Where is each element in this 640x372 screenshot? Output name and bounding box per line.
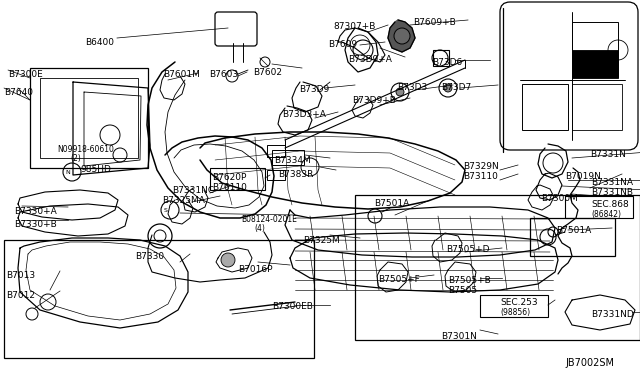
Bar xyxy=(572,50,618,78)
Text: B7325MA: B7325MA xyxy=(162,196,205,205)
Text: B7325M: B7325M xyxy=(303,236,340,245)
Text: (2): (2) xyxy=(70,154,81,163)
Text: B7019N: B7019N xyxy=(565,172,601,181)
Circle shape xyxy=(394,28,410,44)
Text: SEC.868: SEC.868 xyxy=(591,200,628,209)
Text: (98856): (98856) xyxy=(500,308,530,317)
Text: B7331NB: B7331NB xyxy=(591,188,633,197)
Circle shape xyxy=(396,88,404,96)
Text: B7012: B7012 xyxy=(6,291,35,300)
Text: JB7002SM: JB7002SM xyxy=(565,358,614,368)
Bar xyxy=(480,295,548,317)
Circle shape xyxy=(221,253,235,267)
Text: B73D9: B73D9 xyxy=(299,85,329,94)
Text: B73D6: B73D6 xyxy=(432,58,462,67)
Text: B73D9+A: B73D9+A xyxy=(348,55,392,64)
Text: B7300EB: B7300EB xyxy=(272,302,313,311)
Text: N: N xyxy=(66,170,70,176)
Text: B73D3+A: B73D3+A xyxy=(282,110,326,119)
Circle shape xyxy=(444,84,452,92)
Bar xyxy=(267,170,285,180)
Bar xyxy=(272,150,304,165)
Text: B7609: B7609 xyxy=(328,40,357,49)
Bar xyxy=(210,168,265,190)
Text: S: S xyxy=(164,208,168,214)
Text: 87307+B: 87307+B xyxy=(333,22,376,31)
Text: B7016P: B7016P xyxy=(238,265,273,274)
Text: B7334M: B7334M xyxy=(274,156,311,165)
Polygon shape xyxy=(388,20,415,52)
Text: B73110: B73110 xyxy=(463,172,498,181)
Text: B7505+D: B7505+D xyxy=(446,245,490,254)
Bar xyxy=(565,196,633,218)
Text: B7505: B7505 xyxy=(448,286,477,295)
Text: B7383R: B7383R xyxy=(278,170,314,179)
Bar xyxy=(40,78,138,158)
Text: B7300M: B7300M xyxy=(541,194,578,203)
Text: B7505+F: B7505+F xyxy=(378,275,420,284)
Text: B7013: B7013 xyxy=(6,271,35,280)
Text: B7640: B7640 xyxy=(4,88,33,97)
Text: B73D3: B73D3 xyxy=(397,83,428,92)
Text: B7330+A: B7330+A xyxy=(14,207,57,216)
Text: B7330: B7330 xyxy=(135,252,164,261)
Text: (4): (4) xyxy=(254,224,265,233)
Text: B7301N: B7301N xyxy=(441,332,477,341)
Bar xyxy=(30,68,148,168)
Text: SEC.253: SEC.253 xyxy=(500,298,538,307)
Text: B7603: B7603 xyxy=(209,70,238,79)
Bar xyxy=(572,84,622,130)
Text: B7602: B7602 xyxy=(253,68,282,77)
Text: N09918-60610: N09918-60610 xyxy=(57,145,114,154)
Text: B7331N: B7331N xyxy=(590,150,626,159)
Bar xyxy=(522,84,568,130)
Text: B7501A: B7501A xyxy=(374,199,409,208)
Bar xyxy=(572,22,618,77)
Bar xyxy=(4,240,314,358)
Bar xyxy=(267,145,285,157)
Text: B7620P: B7620P xyxy=(212,173,246,182)
Text: B7331NC: B7331NC xyxy=(172,186,214,195)
Bar xyxy=(355,195,640,340)
Text: B7601M: B7601M xyxy=(163,70,200,79)
Text: (86842): (86842) xyxy=(591,210,621,219)
Text: B6400: B6400 xyxy=(85,38,114,47)
Text: B7300E: B7300E xyxy=(8,70,43,79)
Text: B7329N: B7329N xyxy=(463,162,499,171)
Text: B7609+B: B7609+B xyxy=(413,18,456,27)
Text: B08124-0201E: B08124-0201E xyxy=(241,215,297,224)
Text: 985HD: 985HD xyxy=(80,165,111,174)
Text: B76110: B76110 xyxy=(212,183,247,192)
Text: B7330+B: B7330+B xyxy=(14,220,57,229)
Bar xyxy=(530,218,615,256)
Text: B73D9+B: B73D9+B xyxy=(352,96,396,105)
Text: B7331ND: B7331ND xyxy=(591,310,634,319)
Text: B7505+B: B7505+B xyxy=(448,276,491,285)
Text: B7501A: B7501A xyxy=(556,226,591,235)
Bar xyxy=(433,50,449,66)
Text: B73D7: B73D7 xyxy=(441,83,471,92)
Text: B7331NA: B7331NA xyxy=(591,178,633,187)
